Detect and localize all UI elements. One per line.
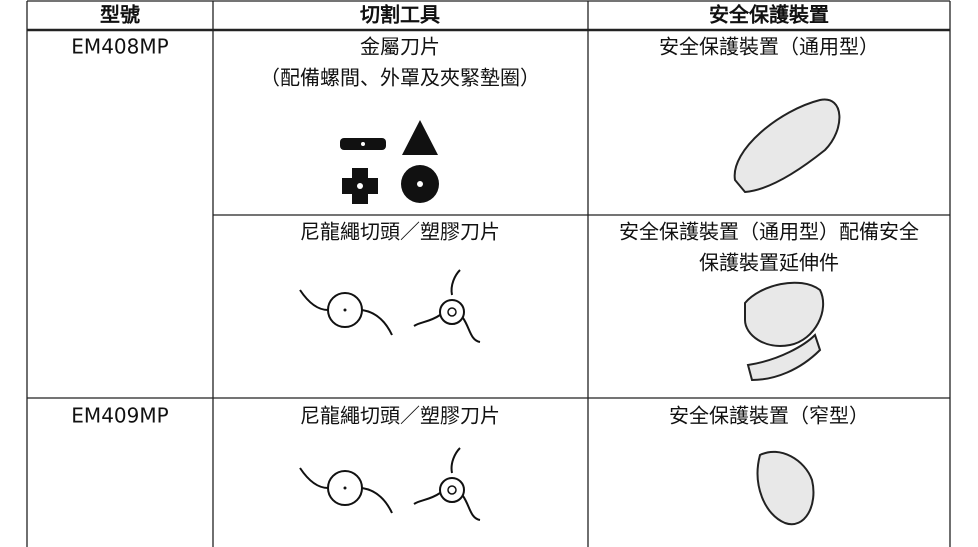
tool: 尼龍繩切頭／塑膠刀片: [300, 220, 500, 244]
table-grid: [26, 0, 951, 547]
tool: 尼龍繩切頭／塑膠刀片: [300, 404, 500, 428]
guard: 安全保護裝置（窄型）: [669, 404, 869, 428]
tool: 金屬刀片: [360, 35, 440, 59]
tool: （配備螺間、外罩及夾緊墊圈）: [260, 66, 540, 90]
guard-icon: [733, 98, 841, 526]
nylon-head-icon: [299, 289, 393, 514]
guard: 安全保護裝置（通用型）配備安全: [619, 220, 919, 244]
header-cell: 切割工具: [360, 3, 440, 27]
guard: 保護裝置延伸件: [699, 251, 839, 275]
metal-blades-icon: [340, 120, 439, 204]
header-cell: 型號: [100, 3, 140, 27]
model: EM408MP: [71, 35, 168, 59]
plastic-blade-icon: [413, 269, 481, 521]
header-cell: 安全保護裝置: [709, 3, 829, 27]
guard: 安全保護裝置（通用型）: [659, 35, 879, 59]
model: EM409MP: [71, 404, 168, 428]
